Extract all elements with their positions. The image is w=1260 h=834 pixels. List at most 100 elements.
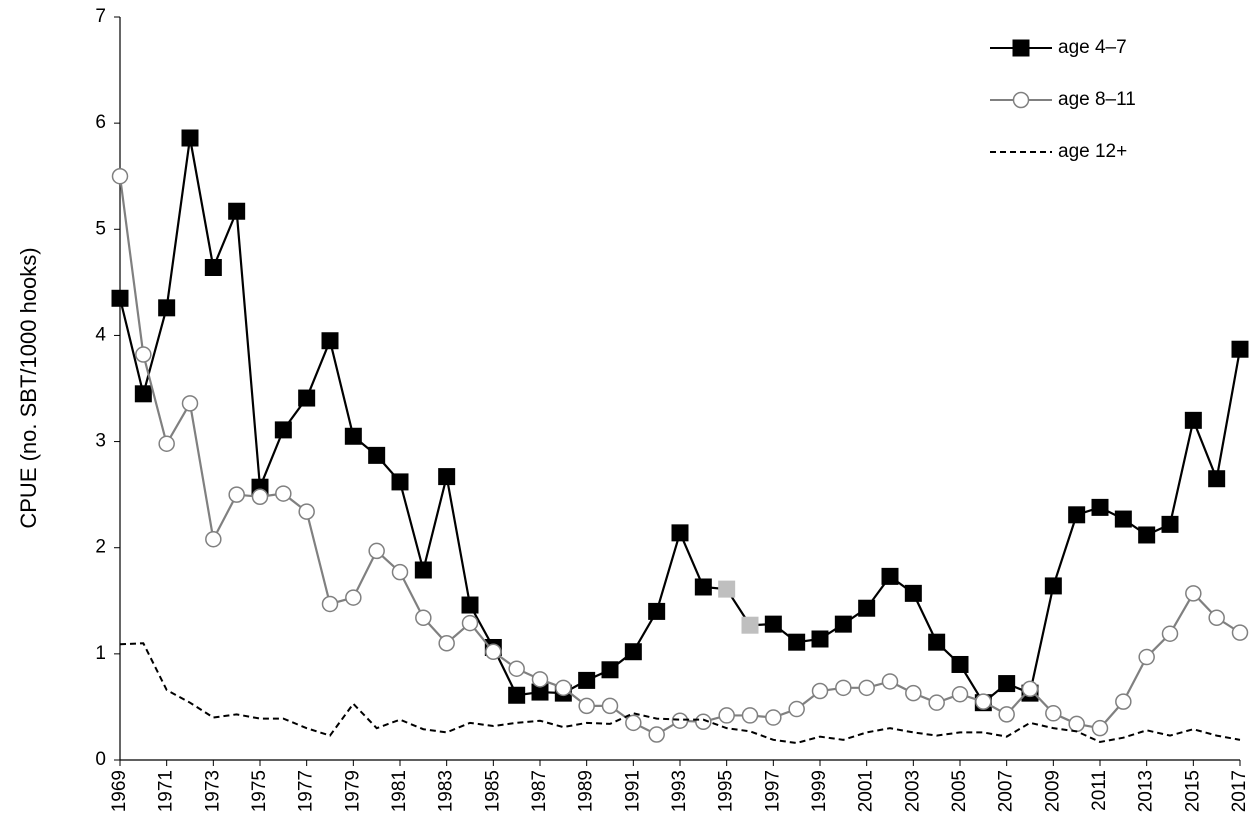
data-point: [858, 679, 875, 697]
legend-marker: [1012, 39, 1030, 57]
data-point: [415, 609, 432, 627]
x-tick-label: 1985: [482, 770, 503, 812]
data-point: [858, 599, 876, 617]
data-point: [1231, 340, 1249, 358]
data-point: [1045, 705, 1062, 722]
data-point: [135, 346, 152, 363]
data-point: [811, 682, 829, 700]
data-point: [788, 633, 806, 651]
x-tick-label: 2003: [902, 770, 923, 812]
data-point: [578, 671, 596, 689]
data-point: [1044, 577, 1062, 595]
legend-label: age 4–7: [1058, 37, 1127, 58]
data-point: [1021, 680, 1039, 698]
x-tick-label: 1969: [109, 770, 130, 812]
x-tick-label: 2009: [1042, 770, 1063, 812]
data-point: [718, 580, 736, 598]
x-tick-label: 1995: [716, 770, 737, 812]
y-tick-label: 4: [95, 324, 106, 345]
data-point: [625, 714, 642, 732]
data-point: [508, 686, 526, 704]
data-point: [695, 713, 712, 731]
data-point: [298, 389, 316, 407]
data-point: [508, 660, 525, 677]
data-point: [345, 589, 362, 606]
data-point: [648, 726, 665, 743]
legend-label: age 8–11: [1058, 89, 1136, 110]
data-point: [321, 332, 339, 350]
x-tick-label: 1987: [529, 770, 550, 812]
data-point: [461, 614, 479, 632]
series-line: [119, 642, 1241, 745]
x-tick-label: 2015: [1182, 770, 1203, 812]
x-tick-label: 2007: [996, 770, 1017, 812]
data-point: [531, 671, 549, 688]
y-tick-label: 1: [95, 643, 106, 664]
data-point: [905, 684, 922, 702]
data-point: [111, 289, 129, 307]
data-point: [788, 700, 805, 718]
data-point: [998, 675, 1016, 693]
data-point: [741, 707, 759, 724]
y-tick-label: 6: [95, 112, 106, 133]
data-point: [1161, 625, 1179, 642]
data-point: [928, 694, 945, 711]
data-point: [275, 485, 292, 502]
x-tick-label: 1989: [576, 770, 597, 812]
data-point: [1114, 510, 1132, 528]
data-point: [228, 202, 246, 220]
data-point: [928, 633, 946, 651]
data-point: [344, 427, 362, 445]
data-point: [391, 563, 409, 581]
data-point: [671, 712, 689, 729]
series-line: [118, 137, 1242, 705]
y-tick-label: 2: [95, 537, 106, 558]
data-point: [718, 707, 735, 724]
data-point: [1184, 411, 1202, 429]
data-point: [1208, 609, 1225, 627]
x-tick-label: 2011: [1089, 770, 1110, 811]
x-tick-label: 1993: [669, 770, 690, 812]
data-point: [975, 693, 992, 710]
data-point: [741, 616, 759, 634]
data-point: [205, 530, 222, 548]
data-point: [998, 706, 1015, 723]
x-tick-label: 1983: [436, 770, 457, 812]
y-axis-label: CPUE (no. SBT/1000 hooks): [16, 247, 41, 528]
x-tick-label: 1981: [389, 770, 410, 812]
data-point: [624, 643, 642, 661]
data-point: [274, 421, 292, 439]
data-point: [764, 615, 782, 633]
data-point: [368, 446, 386, 464]
data-point: [555, 679, 572, 697]
legend-label: age 12+: [1058, 141, 1127, 162]
data-point: [368, 542, 385, 560]
x-tick-label: 1975: [249, 770, 270, 812]
data-point: [298, 503, 315, 520]
x-tick-label: 1977: [296, 770, 317, 812]
y-tick-label: 7: [95, 6, 106, 27]
data-point: [904, 584, 922, 602]
data-point: [1115, 693, 1132, 710]
legend-marker: [1012, 91, 1030, 109]
data-point: [1185, 585, 1202, 602]
x-tick-label: 1979: [342, 770, 363, 812]
data-point: [951, 655, 969, 673]
x-tick-label: 1991: [622, 770, 643, 812]
x-tick-label: 2005: [949, 770, 970, 812]
data-point: [765, 709, 782, 726]
data-point: [204, 258, 222, 276]
data-point: [1138, 648, 1155, 666]
data-point: [1231, 624, 1249, 641]
data-point: [1161, 515, 1179, 533]
series-line: [118, 176, 1241, 736]
data-point: [578, 697, 595, 715]
data-point: [601, 661, 619, 679]
data-point: [881, 567, 899, 585]
data-point: [1068, 506, 1086, 524]
data-point: [134, 385, 152, 403]
data-point: [671, 524, 689, 542]
data-point: [811, 630, 829, 648]
data-point: [1138, 526, 1156, 544]
